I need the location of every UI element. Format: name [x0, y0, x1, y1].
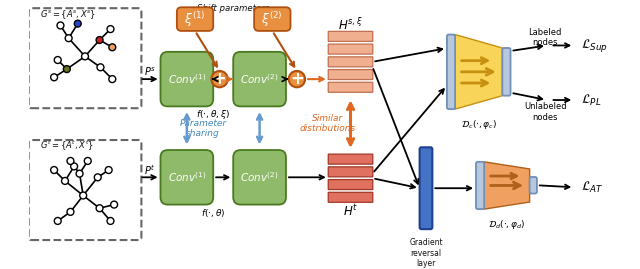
- Text: $\mathcal{D}_c(\cdot,\varphi_c)$: $\mathcal{D}_c(\cdot,\varphi_c)$: [461, 118, 497, 131]
- FancyBboxPatch shape: [328, 57, 372, 67]
- Circle shape: [84, 157, 91, 164]
- FancyBboxPatch shape: [328, 31, 372, 41]
- Text: +: +: [212, 70, 227, 88]
- Circle shape: [289, 71, 305, 87]
- Polygon shape: [484, 162, 530, 209]
- Circle shape: [51, 167, 58, 174]
- Text: Similar
distributions: Similar distributions: [300, 114, 356, 133]
- Circle shape: [97, 64, 104, 71]
- Circle shape: [76, 170, 83, 177]
- Circle shape: [109, 76, 116, 83]
- Circle shape: [70, 163, 77, 170]
- Circle shape: [65, 35, 72, 42]
- FancyBboxPatch shape: [328, 82, 372, 92]
- Circle shape: [67, 157, 74, 164]
- Text: $G^t = \{A^t, X^t\}$: $G^t = \{A^t, X^t\}$: [40, 139, 94, 154]
- Text: $\mathcal{L}_{PL}$: $\mathcal{L}_{PL}$: [582, 93, 602, 108]
- Text: $P^t$: $P^t$: [144, 163, 156, 177]
- Text: $f(\cdot,\theta)$: $f(\cdot,\theta)$: [201, 207, 225, 219]
- Text: Shift parameters: Shift parameters: [197, 4, 269, 13]
- Text: $f(\cdot,\theta,\xi)$: $f(\cdot,\theta,\xi)$: [196, 108, 230, 121]
- FancyBboxPatch shape: [530, 177, 537, 193]
- FancyBboxPatch shape: [328, 180, 372, 190]
- Circle shape: [80, 192, 86, 199]
- Circle shape: [51, 74, 58, 81]
- Text: $\xi^{(1)}$: $\xi^{(1)}$: [184, 10, 206, 29]
- Text: $\mathcal{D}_d(\cdot,\varphi_d)$: $\mathcal{D}_d(\cdot,\varphi_d)$: [488, 218, 525, 231]
- Text: $\mathcal{L}_{Sup}$: $\mathcal{L}_{Sup}$: [582, 37, 609, 54]
- Text: $H^{s,\xi}$: $H^{s,\xi}$: [338, 16, 363, 33]
- Circle shape: [211, 71, 228, 87]
- Polygon shape: [455, 34, 502, 109]
- FancyBboxPatch shape: [29, 8, 141, 108]
- Text: $\mathcal{L}_{AT}$: $\mathcal{L}_{AT}$: [582, 180, 604, 195]
- Circle shape: [57, 22, 64, 29]
- Text: Labeled
nodes: Labeled nodes: [529, 28, 562, 47]
- Circle shape: [107, 218, 114, 224]
- Circle shape: [54, 218, 61, 224]
- FancyBboxPatch shape: [328, 44, 372, 54]
- FancyBboxPatch shape: [328, 192, 372, 202]
- Text: +: +: [290, 70, 304, 88]
- Text: $Conv^{(1)}$: $Conv^{(1)}$: [168, 72, 206, 86]
- Circle shape: [54, 56, 61, 63]
- Circle shape: [111, 201, 118, 208]
- FancyBboxPatch shape: [476, 162, 484, 209]
- Text: $H^t$: $H^t$: [343, 203, 358, 219]
- Circle shape: [94, 174, 101, 181]
- FancyBboxPatch shape: [233, 52, 286, 106]
- FancyBboxPatch shape: [161, 52, 213, 106]
- Circle shape: [63, 66, 70, 73]
- FancyBboxPatch shape: [161, 150, 213, 205]
- Circle shape: [109, 44, 116, 51]
- FancyBboxPatch shape: [447, 34, 455, 109]
- Text: $Conv^{(2)}$: $Conv^{(2)}$: [241, 170, 279, 184]
- FancyBboxPatch shape: [328, 167, 372, 177]
- Text: $G^s = \{A^s, X^s\}$: $G^s = \{A^s, X^s\}$: [40, 8, 97, 21]
- Text: $P^s$: $P^s$: [143, 66, 156, 78]
- Text: Unlabeled
nodes: Unlabeled nodes: [524, 102, 566, 122]
- FancyBboxPatch shape: [328, 154, 372, 164]
- Circle shape: [105, 167, 112, 174]
- Circle shape: [96, 37, 103, 44]
- Circle shape: [107, 26, 114, 33]
- Text: Parameter
sharing: Parameter sharing: [180, 119, 227, 138]
- Text: $Conv^{(1)}$: $Conv^{(1)}$: [168, 170, 206, 184]
- Circle shape: [81, 53, 88, 60]
- Circle shape: [74, 20, 81, 27]
- FancyBboxPatch shape: [233, 150, 286, 205]
- FancyBboxPatch shape: [29, 140, 141, 240]
- Circle shape: [96, 205, 103, 212]
- Text: $\xi^{(2)}$: $\xi^{(2)}$: [262, 10, 283, 29]
- Text: $Conv^{(2)}$: $Conv^{(2)}$: [241, 72, 279, 86]
- FancyBboxPatch shape: [254, 7, 291, 31]
- Text: Gradient
reversal
layer: Gradient reversal layer: [409, 238, 443, 268]
- FancyBboxPatch shape: [328, 70, 372, 80]
- FancyBboxPatch shape: [177, 7, 213, 31]
- FancyBboxPatch shape: [420, 147, 433, 229]
- Circle shape: [61, 178, 68, 184]
- FancyBboxPatch shape: [502, 48, 511, 96]
- Circle shape: [67, 208, 74, 215]
